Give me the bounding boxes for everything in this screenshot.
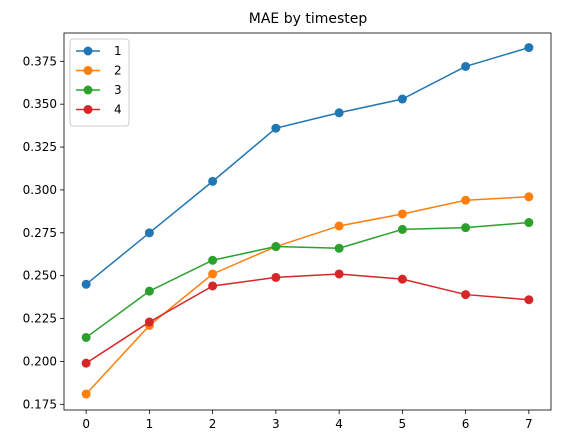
chart-title: MAE by timestep: [249, 11, 368, 27]
x-tick-label: 3: [272, 417, 280, 431]
legend-label: 2: [114, 64, 122, 78]
data-point: [397, 209, 407, 219]
data-point: [271, 123, 281, 133]
data-point: [397, 94, 407, 104]
legend-label: 1: [114, 44, 122, 58]
x-tick-label: 7: [525, 417, 533, 431]
data-point: [334, 269, 344, 279]
legend-label: 4: [114, 103, 122, 117]
plot-area: 0.175 0.200 0.225 0.250 0.275 0.300 0.325 0.350…: [23, 32, 552, 431]
y-tick-label: 0.225: [23, 312, 57, 326]
axes-frame: [63, 32, 552, 411]
data-point: [524, 192, 534, 202]
data-point: [81, 279, 91, 289]
x-tick-label: 2: [209, 417, 217, 431]
data-point: [81, 389, 91, 399]
x-tick-label: 4: [335, 417, 343, 431]
data-point: [461, 61, 471, 71]
legend-label: 3: [114, 83, 122, 97]
data-point: [524, 295, 534, 305]
data-point: [461, 195, 471, 205]
data-point: [81, 358, 91, 368]
legend-box: [69, 38, 130, 127]
y-tick-label: 0.275: [23, 226, 57, 240]
data-point: [334, 243, 344, 253]
x-tick-label: 1: [146, 417, 154, 431]
data-point: [271, 242, 281, 252]
x-tick-label: 0: [82, 417, 90, 431]
data-point: [144, 317, 154, 327]
data-point: [524, 218, 534, 228]
data-point: [208, 269, 218, 279]
x-tick-label: 5: [399, 417, 407, 431]
data-point: [208, 176, 218, 186]
data-point: [461, 223, 471, 233]
legend-swatch-marker: [83, 105, 93, 114]
data-point: [208, 255, 218, 265]
data-point: [334, 221, 344, 231]
series-line-3: [85, 221, 529, 339]
legend-swatch-marker: [83, 46, 93, 56]
y-tick-label: 0.325: [23, 140, 57, 154]
series-line-4: [85, 273, 529, 364]
y-tick-label: 0.375: [23, 54, 57, 68]
data-point: [524, 43, 534, 53]
y-tick-label: 0.350: [23, 97, 57, 111]
data-point: [397, 224, 407, 234]
legend-swatch-marker: [83, 85, 93, 95]
y-tick-label: 0.175: [23, 397, 57, 411]
y-tick-label: 0.200: [23, 354, 57, 368]
series-line-1: [85, 46, 530, 285]
data-point: [397, 274, 407, 284]
data-point: [334, 108, 344, 118]
data-point: [461, 290, 471, 300]
y-tick-label: 0.250: [23, 269, 57, 283]
y-tick-label: 0.300: [23, 183, 57, 197]
data-point: [208, 281, 218, 291]
data-point: [81, 332, 91, 342]
data-point: [271, 272, 281, 282]
data-point: [144, 228, 154, 238]
data-point: [144, 286, 154, 296]
x-tick-label: 6: [462, 417, 470, 431]
legend-swatch-marker: [83, 66, 93, 75]
